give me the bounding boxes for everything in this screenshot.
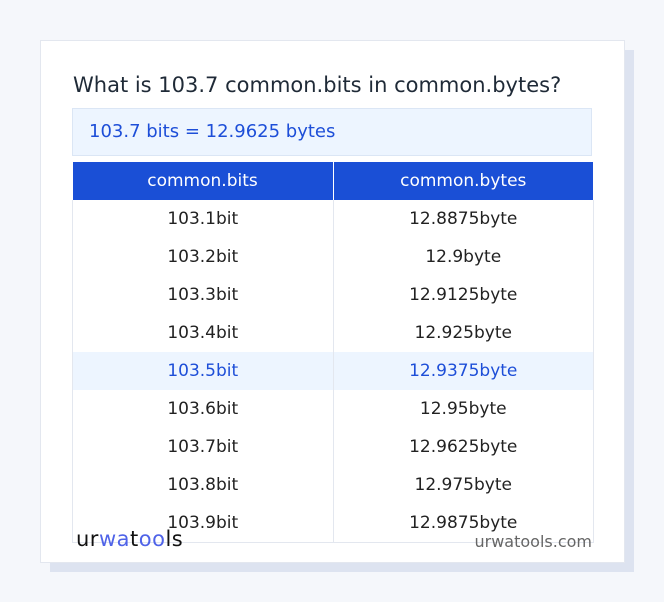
site-url: urwatools.com [474,532,593,551]
table-cell: 103.5bit [72,352,334,390]
table-row: 103.4bit 12.925byte [72,314,594,352]
column-header: common.bits [72,162,334,200]
conversion-table: common.bits common.bytes 103.1bit 12.8875… [72,162,594,543]
table-cell: 103.4bit [72,314,334,352]
converter-card: What is 103.7 common.bits in common.byte… [40,40,625,563]
table-cell: 12.925byte [332,314,594,352]
table-row: 103.8bit 12.975byte [72,466,594,504]
column-header: common.bytes [333,162,594,200]
table-cell: 12.9625byte [332,428,594,466]
table-cell: 103.8bit [72,466,334,504]
table-cell: 103.3bit [72,276,334,314]
table-row: 103.6bit 12.95byte [72,390,594,428]
table-cell: 12.9375byte [332,352,594,390]
table-cell: 103.1bit [72,200,334,238]
table-row: 103.2bit 12.9byte [72,238,594,276]
table-cell: 12.9byte [332,238,594,276]
table-row: 103.5bit 12.9375byte [72,352,594,390]
table-row: 103.1bit 12.8875byte [72,200,594,238]
table-cell: 12.95byte [332,390,594,428]
table-cell: 12.975byte [332,466,594,504]
table-cell: 103.2bit [72,238,334,276]
urwatools-logo: urwatools [76,527,184,551]
table-row: 103.7bit 12.9625byte [72,428,594,466]
table-row: 103.9bit 12.9875byte [72,504,594,543]
table-cell: 12.9875byte [332,504,594,543]
table-cell: 12.8875byte [332,200,594,238]
table-cell: 103.6bit [72,390,334,428]
table-row: 103.3bit 12.9125byte [72,276,594,314]
table-cell: 103.7bit [72,428,334,466]
table-cell: 12.9125byte [332,276,594,314]
table-cell: 103.9bit [72,504,334,543]
result-box: 103.7 bits = 12.9625 bytes [72,108,592,156]
page-title: What is 103.7 common.bits in common.byte… [73,73,562,97]
